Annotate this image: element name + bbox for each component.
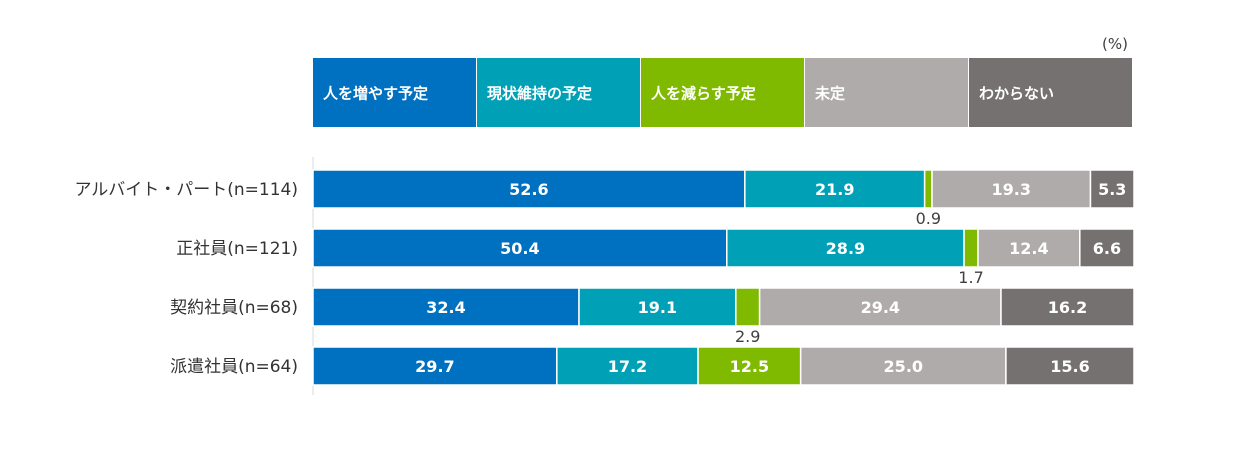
category-label: アルバイト・パート(n=114)	[74, 180, 298, 200]
legend-label: 現状維持の予定	[487, 85, 592, 103]
legend-label: 人を減らす予定	[651, 85, 756, 103]
bar-segment	[312, 346, 558, 386]
bars	[312, 169, 1135, 386]
category-label: 派遣社員(n=64)	[170, 357, 298, 377]
data-label: 5.3	[1098, 180, 1126, 199]
data-label: 12.4	[1009, 239, 1048, 258]
bar-segment	[1000, 287, 1135, 327]
legend-swatch	[969, 58, 1132, 127]
category-label: 正社員(n=121)	[176, 239, 298, 259]
data-label: 12.5	[730, 357, 769, 376]
legend-swatch	[477, 58, 640, 127]
data-label: 25.0	[884, 357, 923, 376]
data-label: 17.2	[608, 357, 647, 376]
data-label: 50.4	[500, 239, 539, 258]
category-label: 契約社員(n=68)	[170, 298, 298, 318]
legend-swatch	[313, 58, 476, 127]
data-label: 28.9	[826, 239, 865, 258]
category-labels: アルバイト・パート(n=114) 正社員(n=121) 契約社員(n=68) 派遣社員…	[74, 180, 298, 377]
data-label: 29.7	[415, 357, 454, 376]
bar-segment	[312, 228, 728, 268]
legend-label: 未定	[814, 85, 845, 103]
legend-label: わからない	[979, 85, 1054, 103]
data-label: 52.6	[509, 180, 548, 199]
bar-segment	[312, 287, 580, 327]
legend-swatch	[805, 58, 968, 127]
bar-segment	[744, 169, 926, 209]
bar-segment	[578, 287, 737, 327]
bar-segment	[931, 169, 1092, 209]
bar-segment	[977, 228, 1081, 268]
bar-segment	[799, 346, 1007, 386]
data-label: 15.6	[1050, 357, 1089, 376]
bar-segment	[735, 287, 761, 327]
data-label: 29.4	[861, 298, 900, 317]
data-label: 19.3	[992, 180, 1031, 199]
bar-segment	[726, 228, 965, 268]
bar-segment	[963, 228, 979, 268]
data-label: 0.9	[916, 209, 941, 228]
unit-label: (%)	[1102, 35, 1128, 53]
legend-swatch	[641, 58, 804, 127]
bar-segment	[1005, 346, 1135, 386]
bar-segment	[758, 287, 1002, 327]
data-label: 21.9	[815, 180, 854, 199]
data-label: 1.7	[958, 268, 983, 287]
data-label: 32.4	[426, 298, 465, 317]
data-label: 16.2	[1048, 298, 1087, 317]
bar-segment	[923, 169, 933, 209]
data-label: 2.9	[735, 327, 760, 346]
data-labels: 52.6 21.9 0.9 19.3 5.3 50.4 28.9 1.7 12.4 6.6 32.4…	[415, 180, 1126, 376]
bar-segment	[556, 346, 699, 386]
bar-segment	[697, 346, 802, 386]
legend: 人を増やす予定 現状維持の予定 人を減らす予定 未定 わからない	[313, 58, 1132, 127]
bar-segment	[312, 169, 746, 209]
bar-segment	[1089, 169, 1135, 209]
data-label: 6.6	[1093, 239, 1121, 258]
bar-segment	[1079, 228, 1135, 268]
data-label: 19.1	[638, 298, 677, 317]
legend-label: 人を増やす予定	[323, 85, 428, 103]
